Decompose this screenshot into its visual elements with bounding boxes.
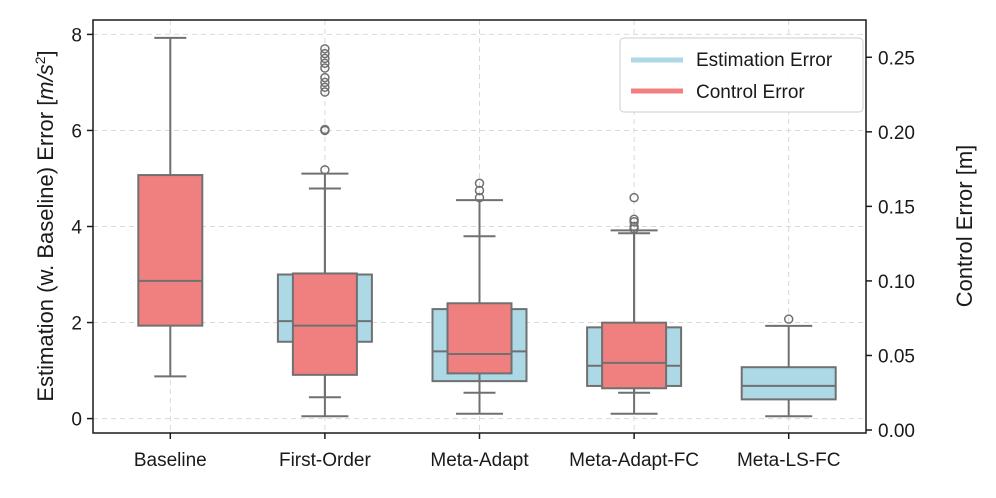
legend-label-estimation: Estimation Error: [696, 50, 833, 71]
iqr-box: [291, 272, 358, 376]
control-box: [601, 232, 668, 394]
outlier-point: [629, 192, 639, 203]
outlier-point: [320, 82, 330, 92]
right-y-tick-label: 0.05: [878, 346, 915, 367]
iqr-box: [601, 321, 668, 390]
outlier-point: [320, 44, 330, 54]
control-box: [291, 187, 358, 399]
x-tick-label: Baseline: [134, 450, 207, 471]
outlier-point: [629, 221, 639, 232]
control-box: [446, 235, 513, 394]
outlier-point: [320, 165, 330, 175]
x-tick-label: Meta-Adapt-FC: [569, 450, 699, 471]
left-y-tick-label: 0: [71, 410, 82, 431]
estimation-box: [740, 314, 837, 418]
outlier-point: [320, 63, 330, 73]
outlier-point: [474, 178, 485, 189]
box-plot-boxes: [137, 36, 837, 418]
outlier-point: [474, 192, 485, 203]
right-y-tick-label: 0.15: [878, 197, 915, 218]
legend: Estimation Error Control Error: [619, 37, 864, 113]
outlier-point: [320, 53, 330, 64]
outlier-point: [320, 124, 330, 135]
outlier-point: [629, 214, 639, 225]
outlier-point: [320, 48, 330, 59]
iqr-box: [446, 302, 513, 375]
right-y-tick-label: 0.25: [878, 48, 915, 69]
right-axis-label: Control Error [m]: [952, 145, 977, 308]
left-y-tick-label: 6: [71, 121, 82, 142]
outlier-point: [320, 77, 330, 88]
outlier-point: [320, 58, 330, 68]
control-box: [137, 36, 204, 378]
iqr-box: [137, 174, 204, 327]
x-tick-label: Meta-Adapt: [430, 450, 529, 471]
x-tick-label: Meta-LS-FC: [737, 450, 840, 471]
axis-ticks: 0 2 4 6 8 0.00 0.05 0.10 0.15 0.20 0.25 Baseline Fir…: [71, 25, 915, 471]
iqr-box: [740, 366, 837, 401]
x-tick-label: First-Order: [279, 450, 372, 471]
outlier-point: [474, 185, 485, 196]
legend-label-control: Control Error: [696, 82, 805, 103]
outlier-point: [320, 72, 330, 83]
outlier-point: [320, 87, 330, 97]
left-axis-label: Estimation (w. Baseline) Error [m/s2]: [32, 50, 58, 401]
outlier-point: [783, 314, 794, 324]
left-y-tick-label: 2: [71, 314, 82, 335]
right-y-tick-label: 0.20: [878, 123, 915, 144]
right-y-tick-label: 0.10: [878, 272, 915, 293]
left-y-tick-label: 8: [71, 25, 82, 46]
left-y-tick-label: 4: [71, 218, 82, 239]
right-y-tick-label: 0.00: [878, 421, 915, 442]
